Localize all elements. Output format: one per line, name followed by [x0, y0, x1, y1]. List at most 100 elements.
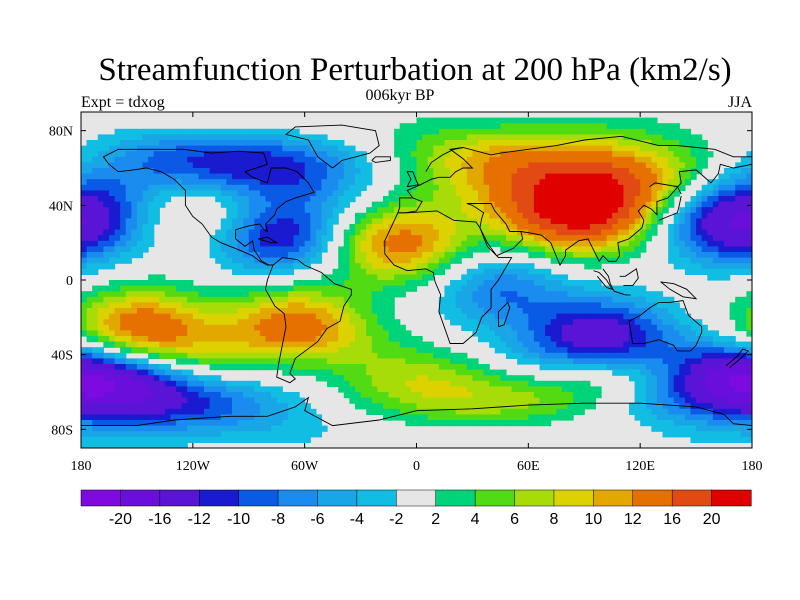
field-cell: [371, 296, 378, 303]
field-cell: [634, 302, 641, 309]
field-cell: [561, 397, 569, 404]
field-cell: [645, 201, 652, 208]
field-cell: [438, 302, 446, 309]
field-cell: [645, 330, 652, 337]
field-cell: [712, 330, 720, 337]
field-cell: [617, 296, 624, 303]
field-cell: [668, 352, 675, 359]
field-cell: [556, 123, 563, 130]
field-cell: [86, 313, 93, 320]
field-cell: [120, 134, 127, 141]
field-cell: [472, 280, 479, 287]
field-cell: [416, 263, 423, 270]
field-cell: [136, 336, 144, 343]
field-cell: [327, 280, 334, 287]
field-cell: [422, 386, 429, 393]
field-cell: [729, 196, 736, 203]
field-cell: [533, 291, 541, 298]
field-cell: [483, 196, 490, 203]
field-cell: [606, 201, 613, 208]
field-cell: [248, 168, 255, 175]
field-cell: [494, 235, 501, 242]
field-cell: [204, 184, 211, 191]
field-cell: [724, 218, 731, 225]
field-cell: [81, 229, 88, 236]
field-cell: [662, 369, 669, 376]
field-cell: [444, 347, 451, 354]
field-cell: [450, 151, 457, 158]
field-cell: [282, 341, 289, 348]
field-cell: [108, 134, 116, 141]
field-cell: [231, 364, 239, 371]
field-cell: [410, 386, 418, 393]
field-cell: [550, 252, 557, 259]
field-cell: [567, 302, 574, 309]
field-cell: [656, 140, 664, 147]
field-cell: [148, 347, 155, 354]
field-cell: [556, 291, 563, 298]
field-cell: [589, 173, 597, 180]
field-cell: [606, 302, 613, 309]
field-cell: [561, 246, 569, 253]
field-cell: [556, 218, 563, 225]
field-cell: [712, 336, 720, 343]
field-cell: [282, 347, 289, 354]
field-cell: [489, 380, 496, 387]
field-cell: [550, 151, 557, 158]
field-cell: [489, 302, 496, 309]
field-cell: [410, 280, 418, 287]
field-cell: [668, 229, 675, 236]
field-cell: [343, 302, 350, 309]
field-cell: [450, 128, 457, 135]
field-cell: [511, 380, 518, 387]
field-cell: [472, 117, 479, 124]
field-cell: [584, 263, 591, 270]
field-cell: [729, 252, 736, 259]
field-cell: [271, 386, 278, 393]
field-cell: [539, 224, 546, 231]
field-cell: [265, 128, 272, 135]
field-cell: [310, 224, 317, 231]
field-cell: [377, 235, 384, 242]
field-cell: [92, 403, 99, 410]
field-cell: [707, 380, 714, 387]
field-cell: [528, 117, 535, 124]
field-cell: [388, 352, 395, 359]
field-cell: [92, 302, 99, 309]
field-cell: [472, 386, 479, 393]
field-cell: [265, 212, 272, 219]
field-cell: [187, 358, 194, 365]
field-cell: [724, 375, 731, 382]
field-cell: [684, 162, 692, 169]
field-cell: [136, 224, 144, 231]
field-cell: [489, 285, 496, 292]
field-cell: [410, 392, 418, 399]
field-cell: [371, 235, 378, 242]
field-cell: [427, 358, 434, 365]
field-cell: [623, 257, 630, 264]
field-cell: [153, 168, 160, 175]
field-cell: [561, 117, 569, 124]
field-cell: [617, 201, 624, 208]
field-cell: [371, 330, 378, 337]
field-cell: [662, 336, 669, 343]
field-cell: [332, 324, 339, 331]
field-cell: [539, 212, 546, 219]
field-cell: [556, 117, 563, 124]
field-cell: [265, 240, 272, 247]
field-cell: [584, 196, 591, 203]
field-cell: [108, 296, 116, 303]
field-cell: [684, 336, 692, 343]
field-cell: [293, 190, 300, 197]
field-cell: [382, 375, 390, 382]
field-cell: [422, 184, 429, 191]
field-cell: [701, 397, 708, 404]
field-cell: [466, 369, 474, 376]
field-cell: [505, 235, 513, 242]
field-cell: [265, 162, 272, 169]
field-cell: [410, 196, 418, 203]
field-cell: [343, 252, 350, 259]
field-cell: [181, 179, 188, 186]
field-cell: [204, 168, 211, 175]
field-cell: [466, 190, 474, 197]
